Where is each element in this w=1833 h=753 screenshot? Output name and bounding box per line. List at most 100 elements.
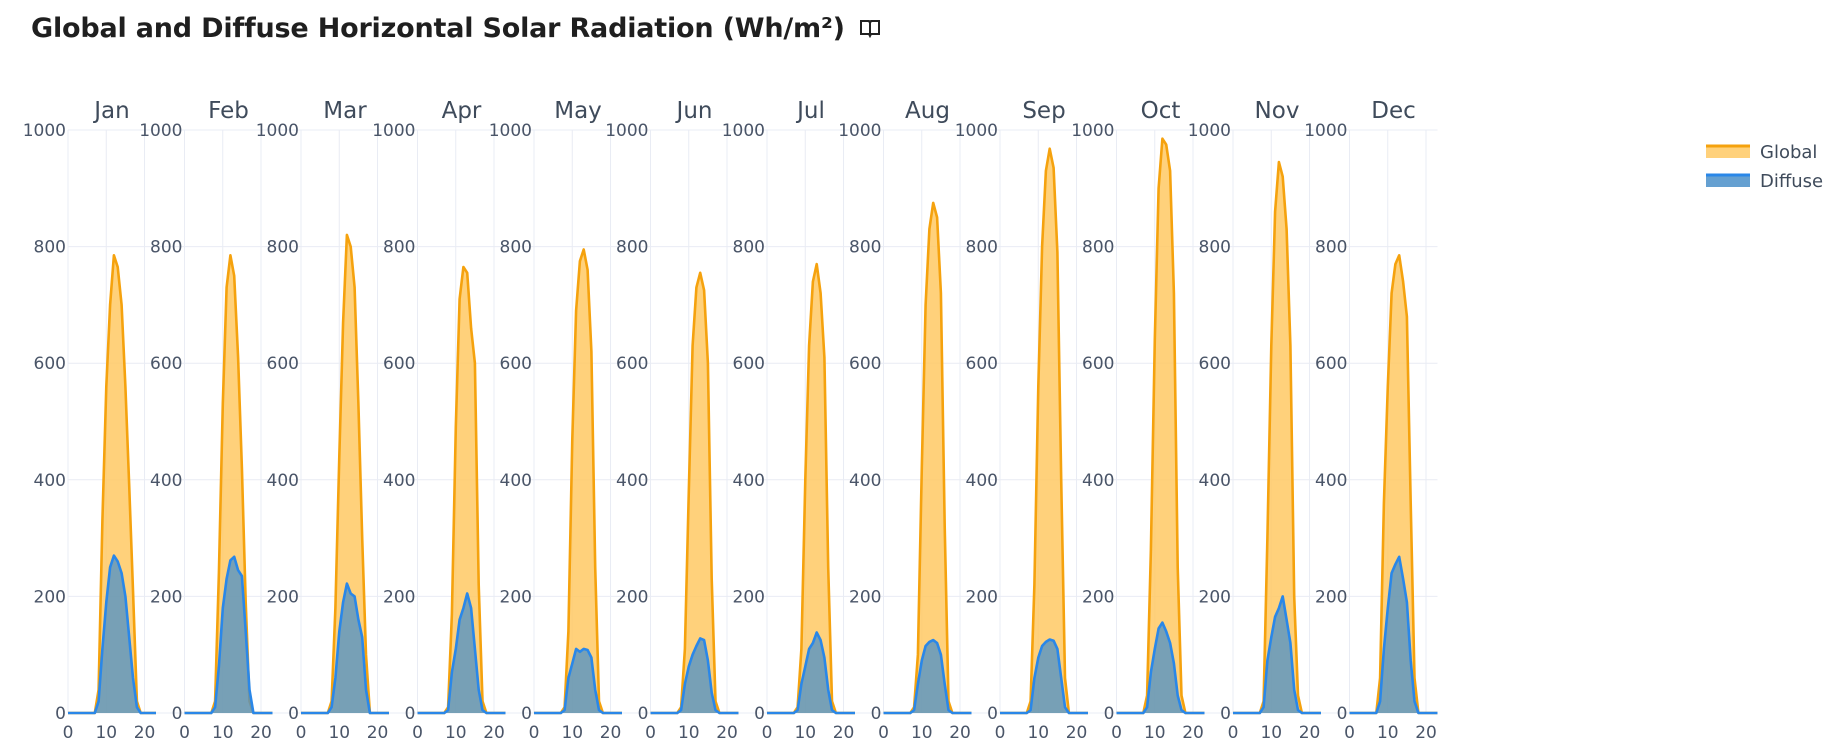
y-tick-label: 1000 (489, 121, 532, 141)
y-tick-label: 600 (1199, 354, 1231, 374)
y-tick-label: 400 (267, 471, 299, 491)
legend-swatch (1706, 146, 1750, 158)
y-tick-label: 400 (1199, 471, 1231, 491)
global-area (1000, 148, 1088, 713)
month-title: Jul (795, 98, 825, 124)
y-tick-label: 800 (966, 238, 998, 258)
diffuse-line (534, 647, 622, 715)
y-tick-label: 800 (34, 238, 66, 258)
y-tick-label: 600 (267, 354, 299, 374)
diffuse-line (767, 631, 855, 715)
global-area (417, 267, 506, 713)
y-tick-label: 400 (34, 471, 66, 491)
x-tick-label: 0 (1344, 723, 1355, 743)
y-tick-label: 0 (638, 704, 649, 724)
y-tick-label: 0 (1220, 704, 1231, 724)
x-tick-label: 0 (412, 723, 423, 743)
x-tick-label: 10 (1027, 723, 1049, 743)
panel-mar: 0 200 400 600 800 1000 0 10 20 Mar (256, 98, 389, 743)
global-area (68, 255, 156, 714)
month-title: Mar (323, 98, 367, 124)
x-tick-label: 20 (833, 723, 855, 743)
y-tick-label: 600 (733, 354, 765, 374)
y-tick-label: 200 (150, 587, 182, 607)
x-tick-label: 10 (1260, 723, 1282, 743)
x-tick-label: 20 (600, 723, 622, 743)
panel-may: 0 200 400 600 800 1000 0 10 20 May (489, 98, 622, 743)
diffuse-area (1116, 622, 1205, 713)
y-tick-label: 600 (150, 354, 182, 374)
y-tick-label: 1000 (955, 121, 998, 141)
global-area (767, 264, 855, 713)
book-icon[interactable] (859, 18, 881, 39)
y-tick-label: 0 (172, 704, 183, 724)
y-tick-label: 600 (34, 354, 66, 374)
x-tick-label: 0 (878, 723, 889, 743)
legend-item-diffuse[interactable]: Diffuse (1706, 171, 1823, 192)
x-tick-label: 0 (1228, 723, 1239, 743)
y-tick-label: 1000 (1188, 121, 1231, 141)
y-tick-label: 200 (966, 587, 998, 607)
y-tick-label: 600 (1082, 354, 1114, 374)
x-tick-label: 0 (63, 723, 74, 743)
global-area (883, 202, 972, 713)
y-tick-label: 800 (616, 238, 648, 258)
month-title: May (554, 98, 602, 124)
diffuse-line (1233, 595, 1321, 715)
legend-label: Global (1760, 142, 1817, 163)
global-area (1116, 138, 1205, 713)
y-tick-label: 600 (616, 354, 648, 374)
legend: Global Diffuse (1706, 142, 1823, 192)
diffuse-area (184, 556, 273, 713)
panel-aug: 0 200 400 600 800 1000 0 10 20 Aug (838, 98, 972, 743)
diffuse-line (1116, 621, 1205, 715)
y-tick-label: 200 (616, 587, 648, 607)
x-tick-label: 20 (1066, 723, 1088, 743)
y-tick-label: 200 (34, 587, 66, 607)
y-tick-label: 0 (521, 704, 532, 724)
y-tick-label: 800 (1315, 238, 1347, 258)
x-tick-label: 0 (995, 723, 1006, 743)
chart-title: Global and Diffuse Horizontal Solar Radi… (31, 12, 845, 44)
global-area (1233, 162, 1321, 714)
legend-item-global[interactable]: Global (1706, 142, 1817, 163)
diffuse-area (417, 593, 506, 713)
diffuse-area (534, 648, 622, 713)
y-tick-label: 800 (383, 238, 415, 258)
y-tick-label: 800 (1082, 238, 1114, 258)
y-tick-label: 1000 (722, 121, 765, 141)
panel-dec: 0 200 400 600 800 1000 0 10 20 Dec (1304, 98, 1438, 743)
y-tick-label: 800 (267, 238, 299, 258)
y-tick-label: 0 (55, 704, 66, 724)
x-tick-label: 10 (328, 723, 350, 743)
diffuse-area (650, 638, 739, 713)
panel-jun: 0 200 400 600 800 1000 0 10 20 Jun (605, 98, 739, 743)
x-tick-label: 10 (678, 723, 700, 743)
y-tick-label: 800 (150, 238, 182, 258)
month-title: Aug (905, 98, 950, 124)
y-tick-label: 600 (500, 354, 532, 374)
global-area (650, 272, 739, 713)
y-tick-label: 200 (849, 587, 881, 607)
y-tick-label: 400 (1315, 471, 1347, 491)
y-tick-label: 1000 (838, 121, 881, 141)
global-area (184, 255, 273, 714)
y-tick-label: 1000 (372, 121, 415, 141)
y-tick-label: 800 (733, 238, 765, 258)
diffuse-area (1349, 556, 1438, 713)
x-tick-label: 20 (367, 723, 389, 743)
y-tick-label: 400 (150, 471, 182, 491)
diffuse-area (68, 555, 156, 713)
y-tick-label: 0 (1337, 704, 1348, 724)
month-title: Oct (1141, 98, 1181, 124)
y-tick-label: 600 (383, 354, 415, 374)
diffuse-line (301, 582, 389, 715)
month-title: Apr (442, 98, 482, 124)
y-tick-label: 0 (1104, 704, 1115, 724)
y-tick-label: 1000 (605, 121, 648, 141)
x-tick-label: 20 (134, 723, 156, 743)
y-tick-label: 400 (616, 471, 648, 491)
x-tick-label: 20 (716, 723, 738, 743)
diffuse-line (68, 554, 156, 715)
